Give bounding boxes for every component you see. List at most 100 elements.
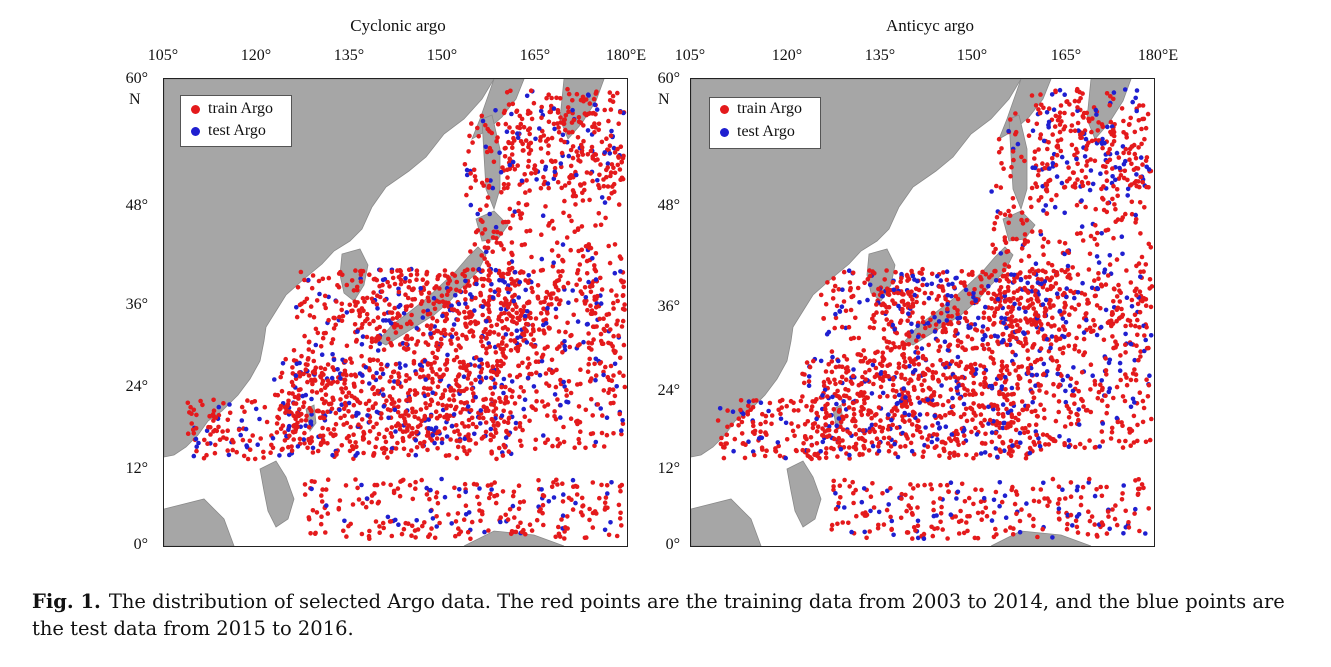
lat-tick-48: 48° bbox=[657, 197, 680, 214]
argo-point bbox=[440, 402, 446, 408]
argo-point bbox=[375, 348, 381, 353]
argo-point bbox=[189, 421, 194, 426]
argo-point bbox=[491, 423, 497, 428]
argo-point bbox=[870, 481, 875, 486]
argo-point bbox=[562, 139, 567, 145]
argo-point bbox=[844, 357, 850, 362]
argo-point bbox=[320, 425, 325, 431]
argo-point bbox=[424, 492, 430, 497]
argo-point bbox=[1090, 373, 1095, 379]
argo-point bbox=[498, 231, 504, 236]
argo-point bbox=[351, 432, 356, 438]
argo-point bbox=[826, 362, 831, 367]
argo-point bbox=[528, 140, 534, 146]
argo-point bbox=[1031, 516, 1036, 522]
argo-point bbox=[1095, 286, 1101, 292]
argo-point bbox=[609, 128, 614, 134]
argo-point bbox=[930, 423, 935, 428]
argo-point bbox=[1062, 241, 1068, 246]
argo-point bbox=[918, 429, 923, 435]
argo-point bbox=[1117, 288, 1122, 293]
argo-point bbox=[838, 424, 843, 430]
argo-point bbox=[617, 411, 622, 417]
argo-point bbox=[833, 506, 839, 512]
argo-point bbox=[445, 352, 450, 358]
argo-point bbox=[388, 449, 394, 455]
argo-point bbox=[982, 450, 988, 455]
argo-point bbox=[361, 429, 366, 435]
argo-point bbox=[389, 533, 395, 539]
argo-point bbox=[374, 421, 379, 427]
argo-point bbox=[964, 364, 970, 370]
argo-point bbox=[1078, 495, 1084, 500]
argo-point bbox=[485, 126, 491, 132]
argo-point bbox=[227, 402, 232, 407]
argo-point bbox=[227, 410, 233, 416]
argo-point bbox=[1127, 430, 1133, 435]
argo-point bbox=[1119, 497, 1125, 502]
argo-point bbox=[867, 273, 873, 279]
argo-point bbox=[1040, 432, 1046, 437]
argo-point bbox=[388, 321, 394, 326]
argo-point bbox=[495, 358, 500, 364]
argo-point bbox=[1094, 254, 1100, 259]
argo-point bbox=[802, 422, 808, 427]
argo-point bbox=[543, 440, 548, 446]
argo-point bbox=[380, 392, 386, 398]
argo-point bbox=[422, 520, 427, 525]
argo-point bbox=[422, 416, 427, 422]
argo-point bbox=[814, 441, 820, 446]
argo-point bbox=[760, 411, 765, 417]
argo-point bbox=[987, 417, 993, 423]
argo-point bbox=[870, 443, 876, 449]
argo-point bbox=[444, 311, 450, 317]
argo-point bbox=[511, 489, 517, 495]
argo-point bbox=[408, 272, 414, 278]
argo-point bbox=[1075, 161, 1080, 167]
argo-point bbox=[326, 275, 332, 281]
argo-point bbox=[1002, 235, 1008, 240]
argo-point bbox=[548, 158, 554, 163]
argo-point bbox=[1054, 358, 1060, 364]
argo-point bbox=[835, 388, 840, 394]
argo-point bbox=[1012, 501, 1018, 507]
argo-point bbox=[1140, 398, 1146, 404]
argo-point bbox=[1004, 311, 1010, 316]
argo-point bbox=[418, 286, 423, 291]
argo-point bbox=[295, 444, 301, 449]
argo-point bbox=[846, 405, 852, 410]
argo-point bbox=[410, 409, 415, 415]
argo-point bbox=[608, 363, 614, 369]
argo-point bbox=[321, 415, 327, 421]
argo-point bbox=[552, 409, 557, 414]
argo-point bbox=[225, 417, 231, 423]
argo-point bbox=[490, 249, 496, 254]
argo-point bbox=[978, 420, 984, 426]
argo-point bbox=[944, 277, 950, 283]
argo-point bbox=[387, 379, 392, 384]
argo-point bbox=[314, 408, 320, 414]
argo-point bbox=[350, 502, 356, 507]
argo-point bbox=[1045, 162, 1050, 167]
argo-point bbox=[539, 256, 545, 262]
argo-point bbox=[862, 390, 867, 395]
argo-point bbox=[1123, 146, 1129, 152]
argo-point bbox=[1142, 333, 1147, 338]
argo-point bbox=[460, 421, 465, 426]
argo-point bbox=[580, 504, 585, 509]
argo-point bbox=[494, 492, 500, 498]
argo-point bbox=[906, 394, 912, 399]
argo-point bbox=[297, 436, 303, 442]
argo-point bbox=[342, 413, 347, 419]
argo-point bbox=[540, 267, 546, 273]
argo-point bbox=[914, 338, 919, 343]
argo-point bbox=[316, 278, 322, 284]
argo-point bbox=[449, 423, 455, 429]
argo-point bbox=[1074, 487, 1080, 493]
argo-point bbox=[945, 536, 950, 541]
argo-point bbox=[611, 373, 616, 378]
argo-point bbox=[592, 324, 597, 330]
argo-point bbox=[463, 297, 468, 302]
argo-point bbox=[1079, 198, 1084, 203]
argo-point bbox=[367, 528, 372, 534]
